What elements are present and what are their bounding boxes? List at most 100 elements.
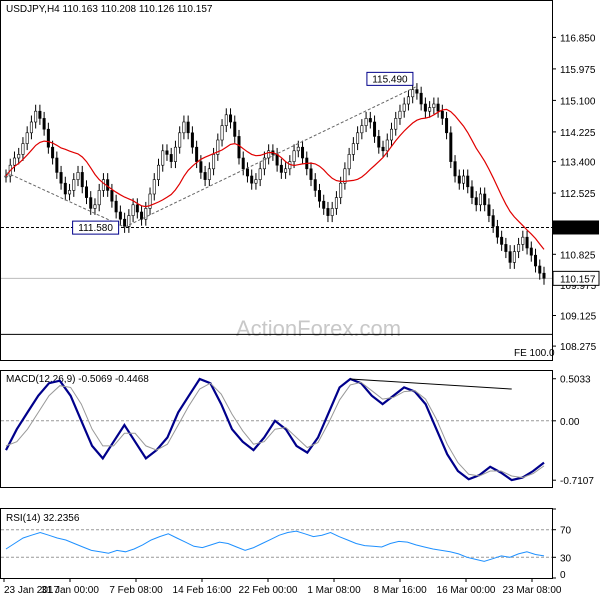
price-candle-body	[440, 110, 444, 119]
price-candle-body	[517, 244, 521, 252]
price-candle-body	[445, 118, 449, 134]
price-candle-body	[356, 132, 360, 144]
price-candle-body	[207, 168, 211, 180]
price-candle-body	[534, 254, 538, 267]
price-candle-body	[322, 200, 326, 209]
price-candle-body	[195, 146, 199, 162]
price-candle-body	[466, 175, 470, 188]
price-candle-body	[76, 172, 80, 180]
macd-ytick-label: 0.5033	[560, 375, 591, 386]
annotation-label: 115.490	[372, 74, 408, 85]
price-ytick-label: 112.525	[560, 189, 596, 200]
macd-ytick-label: 0.00	[560, 417, 580, 428]
macd-title: MACD(12,26,9) -0.5069 -0.4468	[6, 374, 149, 385]
price-candle-body	[254, 179, 258, 184]
rsi-ytick-label: 0	[560, 570, 566, 581]
x-tick-label: 7 Feb 08:00	[109, 585, 163, 596]
price-candle-body	[245, 168, 249, 177]
x-tick-label: 1 Mar 08:00	[307, 585, 361, 596]
price-candle-body	[169, 154, 173, 162]
price-candle-body	[4, 175, 8, 178]
x-tick-label: 23 Jan 2017	[4, 585, 59, 596]
price-title: USDJPY,H4 110.163 110.208 110.126 110.15…	[6, 4, 213, 15]
price-candle-body	[212, 154, 216, 170]
price-candle-body	[491, 215, 495, 227]
price-ytick-label: 108.275	[560, 342, 597, 353]
price-candle-body	[148, 193, 152, 209]
price-ytick-label: 116.850	[560, 33, 596, 44]
price-candle-body	[432, 103, 436, 108]
price-candle-body	[89, 197, 93, 209]
price-candle-body	[131, 204, 135, 216]
macd-line	[5, 377, 545, 482]
macd-ytick-label: -0.7107	[560, 476, 594, 487]
price-candle-body	[17, 154, 21, 159]
price-candle-body	[46, 128, 50, 148]
price-candle-body	[51, 146, 55, 159]
price-candle-body	[330, 208, 334, 216]
price-candle-body	[394, 118, 398, 130]
price-candle-body	[487, 204, 491, 216]
price-candle-body	[504, 244, 508, 252]
price-ytick-label: 114.225	[560, 128, 596, 139]
macd-plot: 0.5033 0.00 -0.7107	[1, 375, 594, 487]
price-candle-body	[377, 136, 381, 148]
price-candle-body	[457, 175, 461, 184]
price-candle-body	[512, 251, 516, 263]
current-price-tag-bg	[552, 270, 600, 286]
rsi-plot: 70 30 0	[1, 508, 572, 581]
price-candle-body	[474, 197, 478, 206]
price-candle-body	[423, 103, 427, 112]
price-candle-body	[97, 190, 101, 206]
price-ytick-label: 109.975	[560, 281, 597, 292]
price-candle-body	[542, 272, 546, 279]
price-candle-body	[42, 118, 46, 130]
price-ytick-label: 113.400	[560, 158, 596, 169]
price-candle-body	[114, 200, 118, 213]
price-candle-body	[406, 96, 410, 105]
price-candle-body	[326, 208, 330, 216]
price-candle-body	[233, 121, 237, 137]
price-candle-body	[118, 211, 122, 220]
price-candle-body	[415, 89, 419, 94]
price-candle-body	[347, 154, 351, 170]
price-candle-body	[284, 168, 288, 173]
price-candle-body	[68, 190, 72, 195]
price-candle-body	[449, 132, 453, 162]
price-candle-body	[190, 132, 194, 148]
price-candle-body	[317, 190, 321, 202]
price-candle-body	[25, 132, 29, 144]
price-candle-body	[63, 182, 67, 195]
price-ytick-label: 115.100	[560, 96, 596, 107]
level-tag-text: 111.570	[560, 223, 595, 234]
price-candle-body	[178, 132, 182, 148]
price-ytick-label: 109.125	[560, 312, 597, 323]
macd-divergence-line	[350, 378, 512, 390]
price-candle-body	[144, 208, 148, 220]
price-candle-body	[279, 164, 283, 173]
price-candle-body	[373, 121, 377, 137]
price-candle-body	[411, 89, 415, 98]
price-candle-body	[364, 118, 368, 126]
price-candle-body	[72, 179, 76, 191]
annotation-box	[366, 71, 414, 86]
price-candle-body	[29, 121, 33, 134]
price-candle-body	[80, 172, 84, 188]
price-candle-body	[402, 103, 406, 112]
price-candle-body	[203, 172, 207, 180]
price-candle-body	[110, 190, 114, 202]
price-candle-body	[385, 139, 389, 152]
rsi-title: RSI(14) 32.2356	[6, 513, 80, 524]
x-tick-label: 16 Mar 00:00	[437, 585, 496, 596]
price-candle-body	[186, 121, 190, 134]
rsi-panel-border	[0, 508, 553, 579]
level-tag-bg	[553, 220, 599, 235]
x-tick-label: 22 Feb 00:00	[239, 585, 298, 596]
price-plot: 116.850 115.975 115.100 114.225 113.400 112.5…	[1, 33, 600, 353]
price-candle-body	[161, 150, 165, 166]
price-candle-body	[381, 146, 385, 152]
price-candle-body	[38, 110, 42, 119]
price-candle-body	[275, 154, 279, 166]
price-candle-body	[309, 168, 313, 180]
